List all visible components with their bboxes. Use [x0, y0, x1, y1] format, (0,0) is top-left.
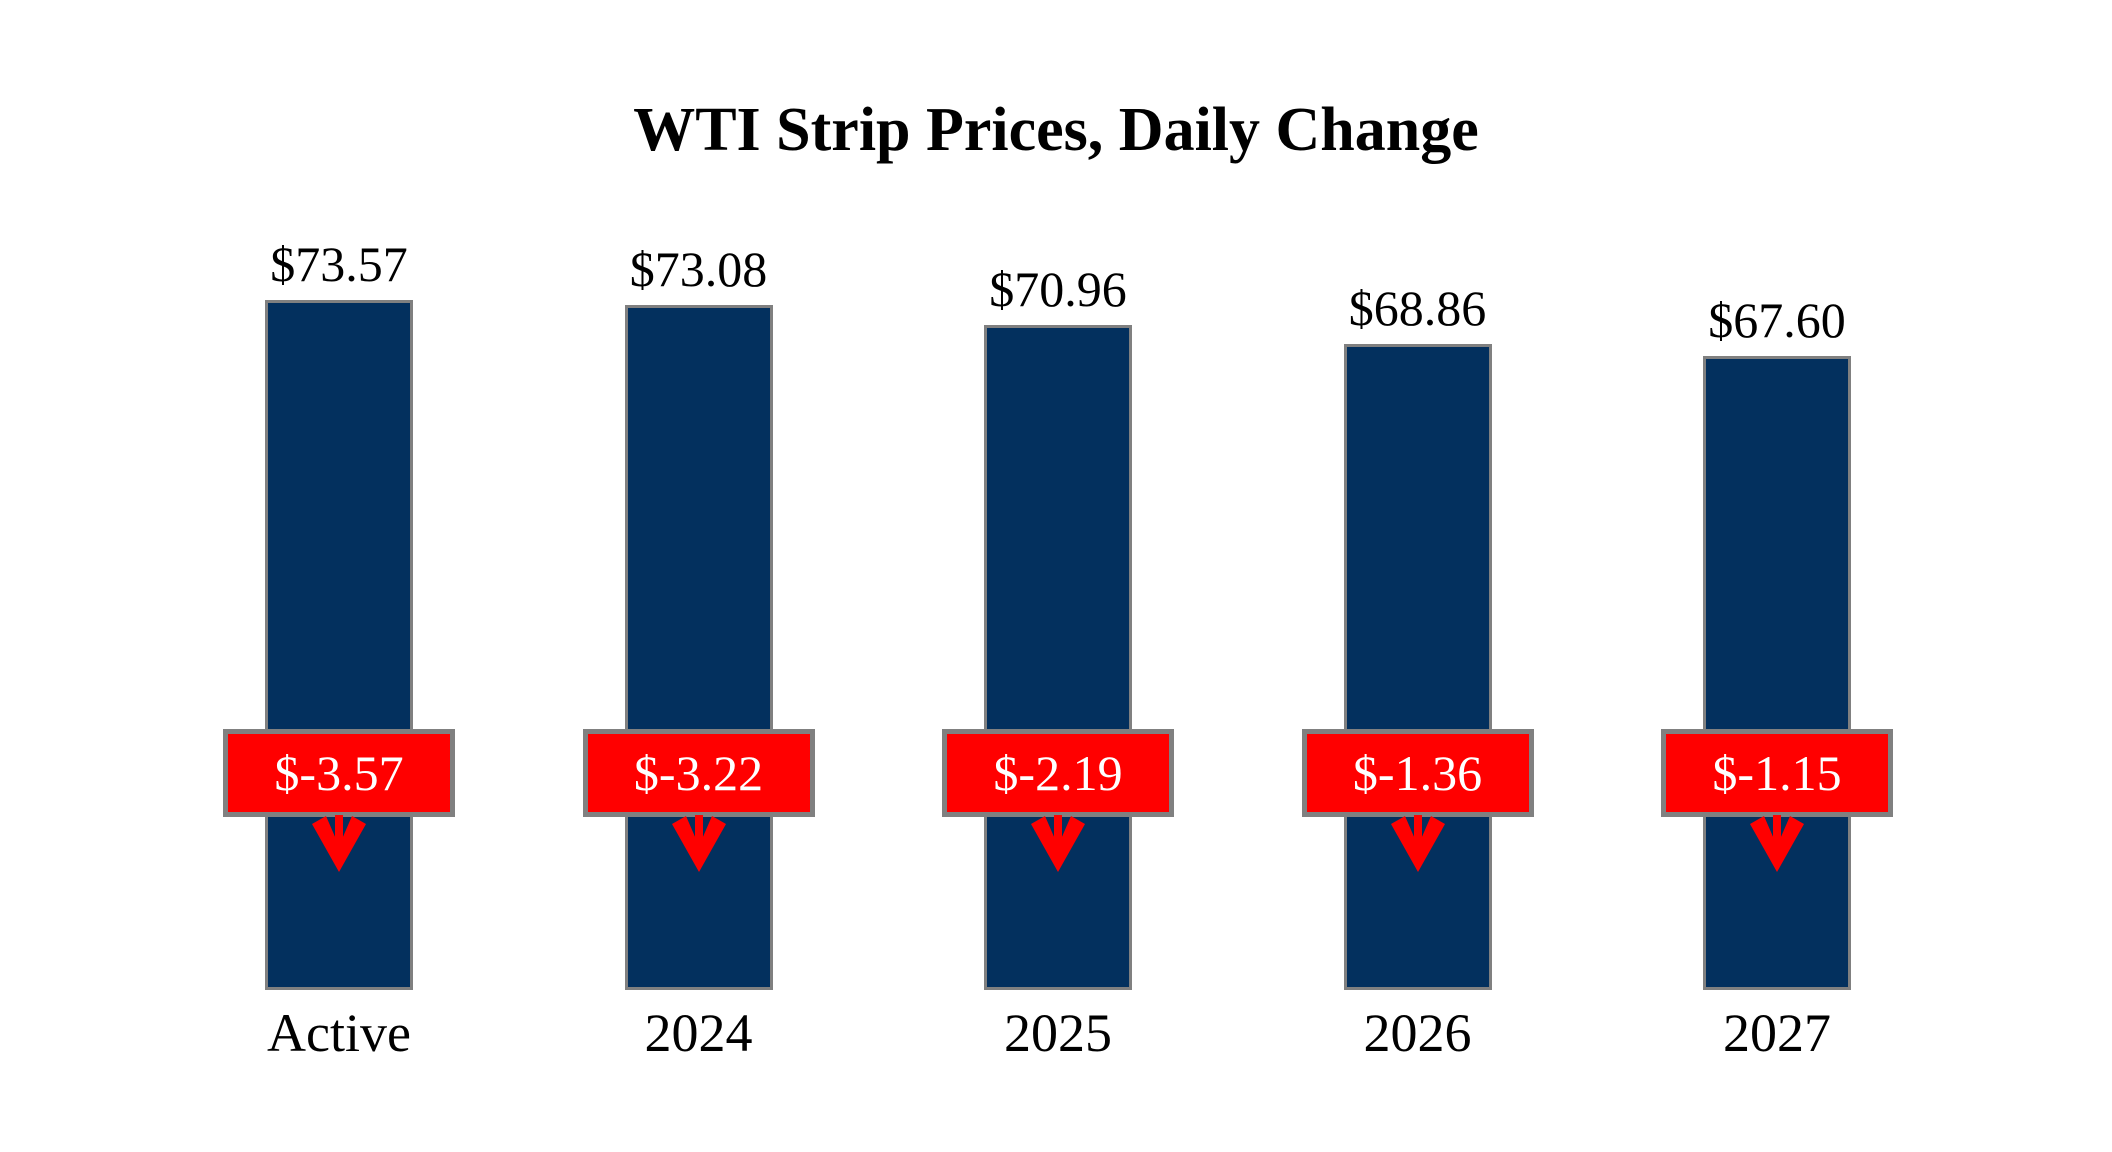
change-badge: $-3.22	[582, 729, 815, 817]
category-label: 2027	[1723, 1003, 1831, 1063]
down-arrow-head	[1031, 816, 1085, 872]
down-arrow-icon	[671, 815, 726, 872]
bar	[1343, 344, 1492, 990]
down-arrow-stem	[1054, 815, 1062, 846]
bar	[1703, 356, 1851, 990]
down-arrow-icon	[1031, 815, 1085, 872]
down-arrow-stem	[1773, 815, 1781, 846]
price-label: $67.60	[1708, 292, 1846, 349]
down-arrow-head	[671, 816, 726, 872]
bar	[265, 300, 413, 990]
bar	[624, 304, 773, 990]
change-badge: $-1.15	[1661, 729, 1893, 817]
bar	[984, 324, 1132, 990]
change-badge: $-1.36	[1301, 729, 1534, 817]
down-arrow-stem	[335, 815, 343, 846]
category-label: 2025	[1004, 1003, 1112, 1063]
down-arrow-icon	[1390, 815, 1445, 872]
down-arrow-stem	[694, 815, 703, 846]
chart-title: WTI Strip Prices, Daily Change	[633, 96, 1479, 164]
change-badge: $-2.19	[942, 729, 1174, 817]
price-label: $70.96	[989, 260, 1127, 317]
down-arrow-stem	[1413, 815, 1422, 846]
down-arrow-head	[1750, 816, 1804, 872]
down-arrow-head	[312, 816, 366, 872]
category-label: 2026	[1363, 1003, 1472, 1063]
category-label: 2024	[644, 1003, 753, 1063]
change-badge: $-3.57	[223, 729, 455, 817]
price-label: $68.86	[1348, 280, 1487, 337]
down-arrow-icon	[1750, 815, 1804, 872]
category-label: Active	[267, 1003, 411, 1063]
price-label: $73.57	[270, 236, 408, 293]
down-arrow-head	[1390, 816, 1445, 872]
price-label: $73.08	[629, 240, 768, 297]
down-arrow-icon	[312, 815, 366, 872]
